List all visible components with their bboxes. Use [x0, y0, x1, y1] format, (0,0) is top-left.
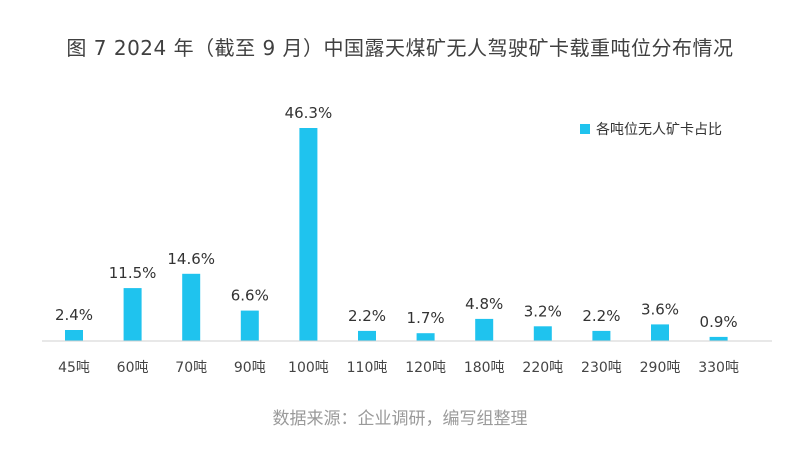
category-label-180吨: 180吨: [464, 360, 505, 376]
value-label-220吨: 3.2%: [524, 302, 562, 320]
category-label-45吨: 45吨: [58, 360, 90, 376]
value-labels-group: 2.4% 11.5% 14.6% 6.6% 46.3% 2.2% 1.7% 4.8% 3.2% 2…: [55, 104, 738, 331]
bar-220吨: [533, 326, 552, 341]
category-labels-group: 45吨 60吨 70吨 90吨 100吨 110吨 120吨 180吨 220吨 230吨 290吨…: [58, 360, 739, 376]
bar-120吨: [416, 333, 435, 341]
value-label-100吨: 46.3%: [285, 104, 333, 122]
category-label-110吨: 110吨: [347, 360, 388, 376]
bar-70吨: [182, 273, 201, 341]
bar-330吨: [709, 336, 728, 341]
category-label-70吨: 70吨: [175, 360, 207, 376]
category-label-90吨: 90吨: [234, 360, 266, 376]
value-label-180吨: 4.8%: [465, 295, 503, 313]
value-label-45吨: 2.4%: [55, 306, 93, 324]
category-label-220吨: 220吨: [522, 360, 563, 376]
value-label-290吨: 3.6%: [641, 300, 679, 318]
category-label-60吨: 60吨: [117, 360, 149, 376]
value-label-110吨: 2.2%: [348, 307, 386, 325]
data-source-note: 数据来源：企业调研，编写组整理: [272, 409, 528, 429]
value-label-330吨: 0.9%: [700, 313, 738, 331]
category-label-100吨: 100吨: [288, 360, 329, 376]
bar-110吨: [358, 330, 376, 341]
value-label-60吨: 11.5%: [109, 264, 157, 282]
category-label-230吨: 230吨: [581, 360, 622, 376]
value-label-90吨: 6.6%: [231, 287, 269, 305]
value-label-70吨: 14.6%: [167, 250, 215, 268]
bars-group: [65, 128, 728, 341]
bar-90吨: [240, 310, 259, 341]
category-label-290吨: 290吨: [640, 360, 681, 376]
bar-100吨: [299, 128, 318, 341]
bar-230吨: [592, 330, 611, 341]
value-label-230吨: 2.2%: [582, 307, 620, 325]
bar-45吨: [65, 330, 83, 341]
bar-180吨: [475, 318, 494, 341]
chart-title: 图 7 2024 年（截至 9 月）中国露天煤矿无人驾驶矿卡载重吨位分布情况: [66, 36, 734, 60]
bar-60吨: [123, 288, 142, 341]
bar-290吨: [651, 324, 669, 341]
value-label-120吨: 1.7%: [407, 309, 445, 327]
legend-label: 各吨位无人矿卡占比: [596, 122, 722, 138]
legend: 各吨位无人矿卡占比: [580, 122, 722, 138]
legend-swatch: [580, 124, 590, 134]
category-label-120吨: 120吨: [405, 360, 446, 376]
category-label-330吨: 330吨: [698, 360, 739, 376]
